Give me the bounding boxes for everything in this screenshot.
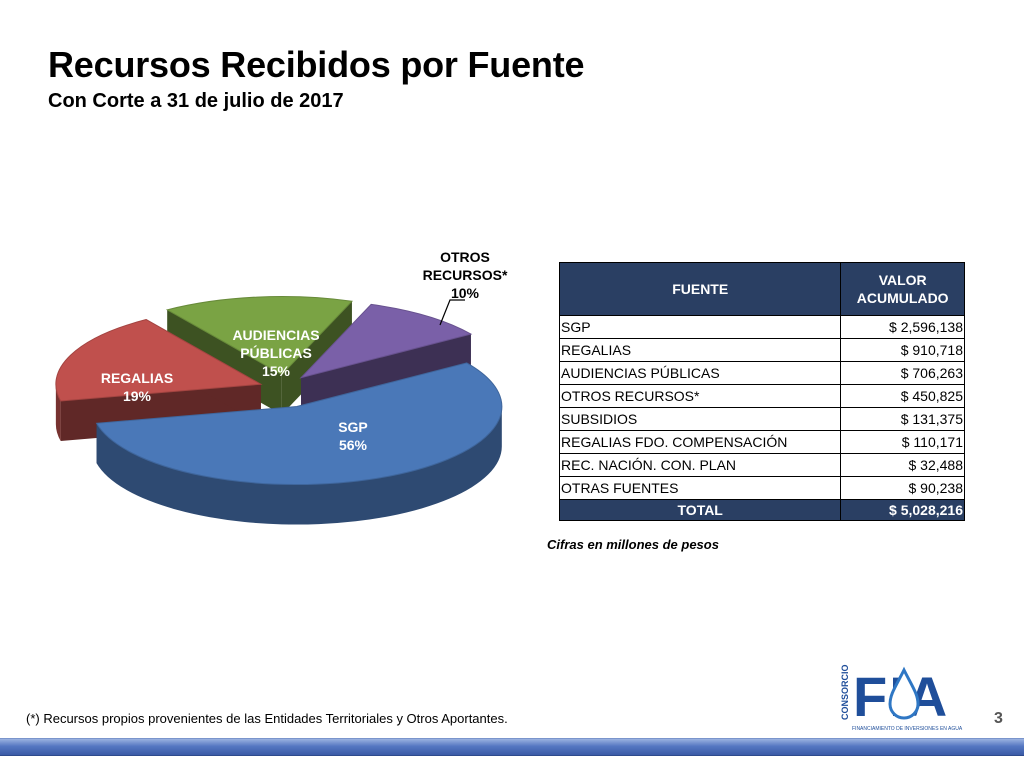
pie-slice-regalias bbox=[55, 319, 263, 441]
pie-label-line: REGALIAS bbox=[101, 370, 173, 386]
table-row: REGALIAS $ 910,718 bbox=[558, 338, 965, 362]
pie-chart: SGP 56% REGALIAS 19% AUDIENCIAS PÚBLICAS 15% OT… bbox=[55, 249, 508, 525]
total-value: $ 5,028,216 bbox=[840, 499, 965, 521]
logo-tagline: FINANCIAMIENTO DE INVERSIONES EN AGUA bbox=[852, 726, 963, 732]
pie-label-line: OTROS bbox=[440, 249, 490, 265]
pie-slice-top bbox=[299, 303, 473, 379]
column-header-source: FUENTE bbox=[558, 262, 842, 316]
value-cell: $ 2,596,138 bbox=[840, 315, 965, 339]
column-header-value: VALOR ACUMULADO bbox=[840, 262, 965, 316]
pie-label-regalias: REGALIAS 19% bbox=[101, 370, 173, 404]
pie-labels: SGP 56% REGALIAS 19% AUDIENCIAS PÚBLICAS 15% OT… bbox=[101, 249, 508, 453]
source-cell: OTRAS FUENTES bbox=[558, 476, 841, 500]
source-cell: REC. NACIÓN. CON. PLAN bbox=[558, 453, 841, 477]
source-cell: AUDIENCIAS PÚBLICAS bbox=[558, 361, 841, 385]
water-drop-icon bbox=[888, 666, 920, 720]
table-row: OTROS RECURSOS* $ 450,825 bbox=[558, 384, 965, 408]
value-cell: $ 450,825 bbox=[840, 384, 965, 408]
table-row: REGALIAS FDO. COMPENSACIÓN $ 110,171 bbox=[558, 430, 965, 454]
pie-label-line: SGP bbox=[338, 419, 368, 435]
pie-label-line: 56% bbox=[339, 437, 368, 453]
pie-tops bbox=[55, 296, 503, 525]
source-cell: OTROS RECURSOS* bbox=[558, 384, 841, 408]
table-body: SGP $ 2,596,138 REGALIAS $ 910,718 AUDIENCIA… bbox=[558, 315, 965, 521]
pie-label-line: 19% bbox=[123, 388, 152, 404]
pie-slice-wall bbox=[281, 301, 352, 415]
source-cell: REGALIAS FDO. COMPENSACIÓN bbox=[558, 430, 841, 454]
total-label: TOTAL bbox=[558, 499, 841, 521]
table-row: OTRAS FUENTES $ 90,238 bbox=[558, 476, 965, 500]
pie-label-otros-recursos: OTROS RECURSOS* 10% bbox=[423, 249, 508, 301]
column-header-value-line2: ACUMULADO bbox=[856, 290, 949, 306]
total-row: TOTAL $ 5,028,216 bbox=[558, 499, 965, 521]
column-header-value-line1: VALOR bbox=[878, 272, 927, 288]
pie-slice-rim bbox=[96, 406, 502, 525]
page-subtitle: Con Corte a 31 de julio de 2017 bbox=[48, 90, 344, 112]
pie-slice-top bbox=[95, 362, 503, 486]
pie-label-line: PÚBLICAS bbox=[240, 344, 312, 361]
page-title: Recursos Recibidos por Fuente bbox=[48, 44, 585, 85]
value-cell: $ 110,171 bbox=[840, 430, 965, 454]
table-row: SUBSIDIOS $ 131,375 bbox=[558, 407, 965, 431]
footer-bar bbox=[0, 738, 1024, 756]
pie-slice-sgp bbox=[95, 362, 503, 525]
source-cell: REGALIAS bbox=[558, 338, 841, 362]
page-number: 3 bbox=[994, 710, 1003, 727]
pie-label-leader bbox=[439, 299, 465, 326]
table-row: AUDIENCIAS PÚBLICAS $ 706,263 bbox=[558, 361, 965, 385]
resources-table: FUENTE VALOR ACUMULADO SGP $ 2,596,138 REG… bbox=[558, 262, 965, 521]
units-note: Cifras en millones de pesos bbox=[547, 537, 719, 552]
pie-label-audiencias-p-blicas: AUDIENCIAS PÚBLICAS 15% bbox=[232, 327, 319, 379]
pie-label-line: 10% bbox=[451, 285, 480, 301]
pie-label-line: 15% bbox=[262, 363, 291, 379]
table-row: REC. NACIÓN. CON. PLAN $ 32,488 bbox=[558, 453, 965, 477]
pie-slice-top bbox=[55, 319, 263, 402]
pie-label-line: AUDIENCIAS bbox=[232, 327, 319, 343]
table-row: SGP $ 2,596,138 bbox=[558, 315, 965, 339]
source-cell: SUBSIDIOS bbox=[558, 407, 841, 431]
value-cell: $ 90,238 bbox=[840, 476, 965, 500]
pie-slice-top bbox=[165, 296, 353, 376]
pie-label-line: RECURSOS* bbox=[423, 267, 508, 283]
value-cell: $ 706,263 bbox=[840, 361, 965, 385]
pie-label-sgp: SGP 56% bbox=[338, 419, 368, 453]
value-cell: $ 32,488 bbox=[840, 453, 965, 477]
value-cell: $ 910,718 bbox=[840, 338, 965, 362]
pie-slice-rim bbox=[55, 384, 61, 441]
footnote: (*) Recursos propios provenientes de las… bbox=[26, 711, 508, 726]
logo-vertical-text: CONSORCIO bbox=[840, 664, 850, 720]
value-cell: $ 131,375 bbox=[840, 407, 965, 431]
source-cell: SGP bbox=[558, 315, 841, 339]
consorcio-fia-logo: CONSORCIO FIA FINANCIAMIENTO DE INVERSIO… bbox=[840, 664, 963, 732]
